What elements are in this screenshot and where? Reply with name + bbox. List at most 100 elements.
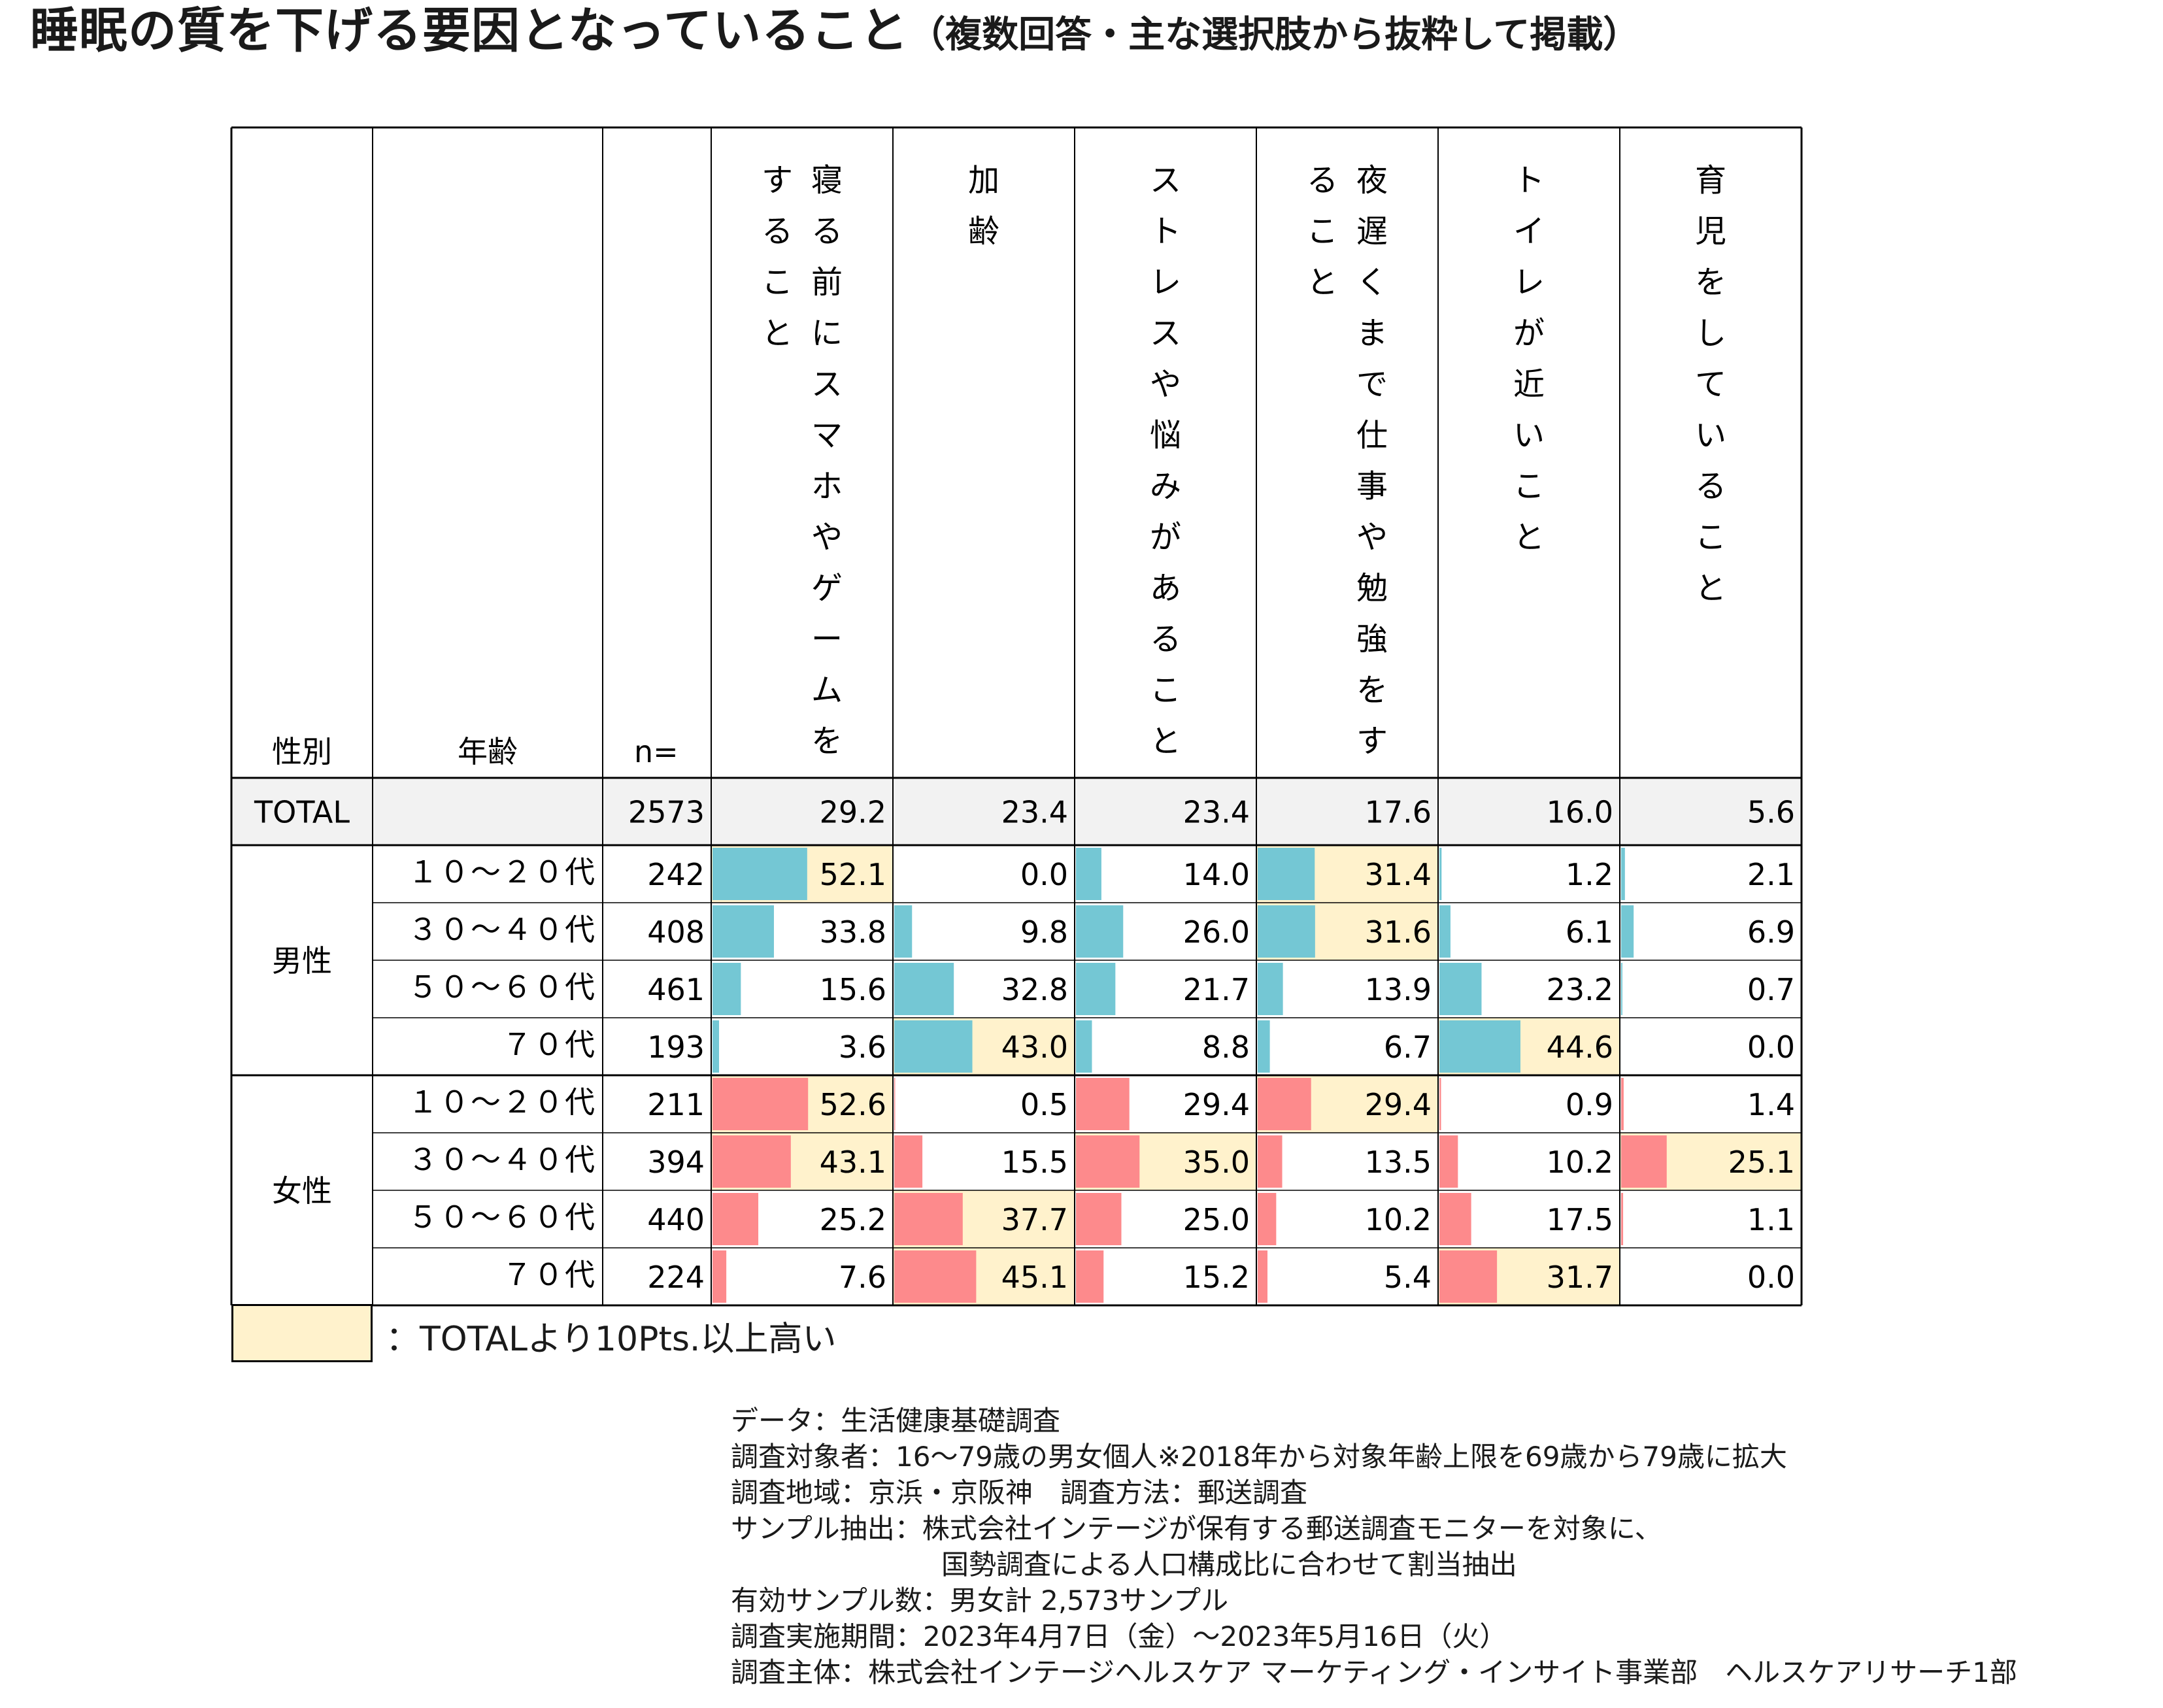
bar (1439, 905, 1450, 958)
bar (894, 963, 954, 1015)
column-header-char: 悩 (1150, 417, 1181, 454)
total-value: 29.2 (820, 795, 886, 830)
row-age: ５０～６０代 (408, 969, 596, 1005)
row-value: 37.7 (1001, 1202, 1068, 1237)
row-value: 13.5 (1365, 1145, 1432, 1180)
column-header-char: 育 (1695, 162, 1726, 199)
row-value: 0.5 (1020, 1087, 1068, 1122)
bar (1439, 1193, 1471, 1245)
row-value: 29.4 (1183, 1087, 1250, 1122)
row-value: 29.4 (1365, 1087, 1432, 1122)
column-header-char: 前 (811, 264, 843, 301)
column-header-char: て (1695, 366, 1726, 403)
bar (1439, 848, 1442, 900)
bar (1076, 963, 1116, 1015)
column-header-char: レ (1513, 264, 1545, 301)
column-header-char: す (1356, 723, 1388, 760)
row-value: 43.0 (1001, 1030, 1068, 1065)
bar (1076, 1135, 1140, 1188)
column-header-char: る (1307, 162, 1338, 199)
row-value: 25.0 (1183, 1202, 1250, 1237)
column-header-char: 夜 (1356, 162, 1388, 199)
header-n: n= (634, 734, 679, 769)
column-header-char: ト (1150, 213, 1181, 250)
bar (713, 1020, 720, 1073)
column-header-char: こ (762, 264, 793, 301)
row-value: 43.1 (820, 1145, 886, 1180)
bar (1439, 1020, 1520, 1073)
bar (1258, 963, 1283, 1015)
bar (1076, 1078, 1130, 1130)
row-value: 17.5 (1547, 1202, 1613, 1237)
bar (1076, 1193, 1122, 1245)
column-header-char: る (762, 213, 793, 250)
row-n: 461 (647, 972, 705, 1007)
header-age: 年齢 (458, 734, 518, 769)
bar (1621, 1078, 1624, 1130)
row-value: 9.8 (1020, 914, 1068, 950)
results-table-chart: 性別 年齢 n=寝る前にスマホやゲームをすること加齢ストレスや悩みがあること夜遅くま… (230, 126, 1803, 1307)
row-value: 14.0 (1183, 857, 1250, 892)
column-header-char: し (1695, 315, 1726, 352)
column-header-char: や (1356, 519, 1388, 556)
column-header-char: や (811, 519, 843, 556)
row-value: 26.0 (1183, 914, 1250, 950)
bar (894, 1135, 923, 1188)
bar (713, 963, 741, 1015)
column-header-char: ー (811, 621, 843, 658)
column-header-char: ス (1150, 315, 1181, 352)
note-line: データ：生活健康基礎調査 (731, 1405, 1061, 1437)
row-value: 1.2 (1566, 857, 1613, 892)
bar (1621, 1135, 1667, 1188)
bar (1439, 1078, 1441, 1130)
row-value: 25.1 (1728, 1145, 1795, 1180)
column-header-char: い (1513, 417, 1545, 454)
column-header-char: ス (811, 366, 843, 403)
bar (1258, 848, 1315, 900)
row-age: ７０代 (502, 1027, 596, 1062)
row-n: 193 (647, 1030, 705, 1065)
row-value: 31.7 (1547, 1260, 1613, 1295)
row-value: 5.4 (1384, 1260, 1432, 1295)
column-header-char: が (1150, 519, 1181, 556)
column-header-char: 遅 (1356, 213, 1388, 250)
total-value: 23.4 (1183, 795, 1250, 830)
bar (894, 1193, 963, 1245)
row-value: 2.1 (1747, 857, 1795, 892)
note-line: 調査実施期間：2023年4月7日（金）～2023年5月16日（火） (731, 1620, 1507, 1652)
column-header-char: で (1356, 366, 1388, 403)
row-value: 15.5 (1001, 1145, 1068, 1180)
group-label-male: 男性 (272, 943, 332, 979)
bar (1258, 1078, 1311, 1130)
row-value: 33.8 (820, 914, 886, 950)
bar (1258, 905, 1315, 958)
bar (1621, 1193, 1624, 1245)
column-header-char: を (811, 723, 843, 760)
bar (1258, 1193, 1277, 1245)
note-line: 調査地域：京浜・京阪神 調査方法：郵送調査 (731, 1477, 1308, 1509)
row-value: 25.2 (820, 1202, 886, 1237)
row-value: 0.0 (1747, 1030, 1795, 1065)
row-age: １０～２０代 (408, 854, 596, 890)
column-header-char: ム (811, 672, 843, 709)
bar (713, 1135, 791, 1188)
bar (1621, 905, 1634, 958)
row-n: 440 (647, 1202, 705, 1237)
column-header-char: 児 (1695, 213, 1726, 250)
row-value: 31.4 (1365, 857, 1432, 892)
bar (1258, 1135, 1283, 1188)
note-line: 調査主体：株式会社インテージヘルスケア マーケティング・インサイト事業部 ヘルス… (731, 1656, 2017, 1688)
row-value: 0.7 (1747, 972, 1795, 1007)
column-header-char: く (1356, 264, 1388, 301)
row-value: 0.0 (1020, 857, 1068, 892)
bar (894, 905, 913, 958)
column-header-char: イ (1513, 213, 1545, 250)
column-header-char: 事 (1356, 468, 1388, 505)
column-header-char: ト (1513, 162, 1545, 199)
row-value: 52.1 (820, 857, 886, 892)
row-value: 21.7 (1183, 972, 1250, 1007)
column-header-char: と (1695, 570, 1726, 607)
bar (1439, 1135, 1458, 1188)
title-main: 睡眠の質を下げる要因となっていること (30, 3, 909, 59)
row-value: 7.6 (839, 1260, 886, 1295)
